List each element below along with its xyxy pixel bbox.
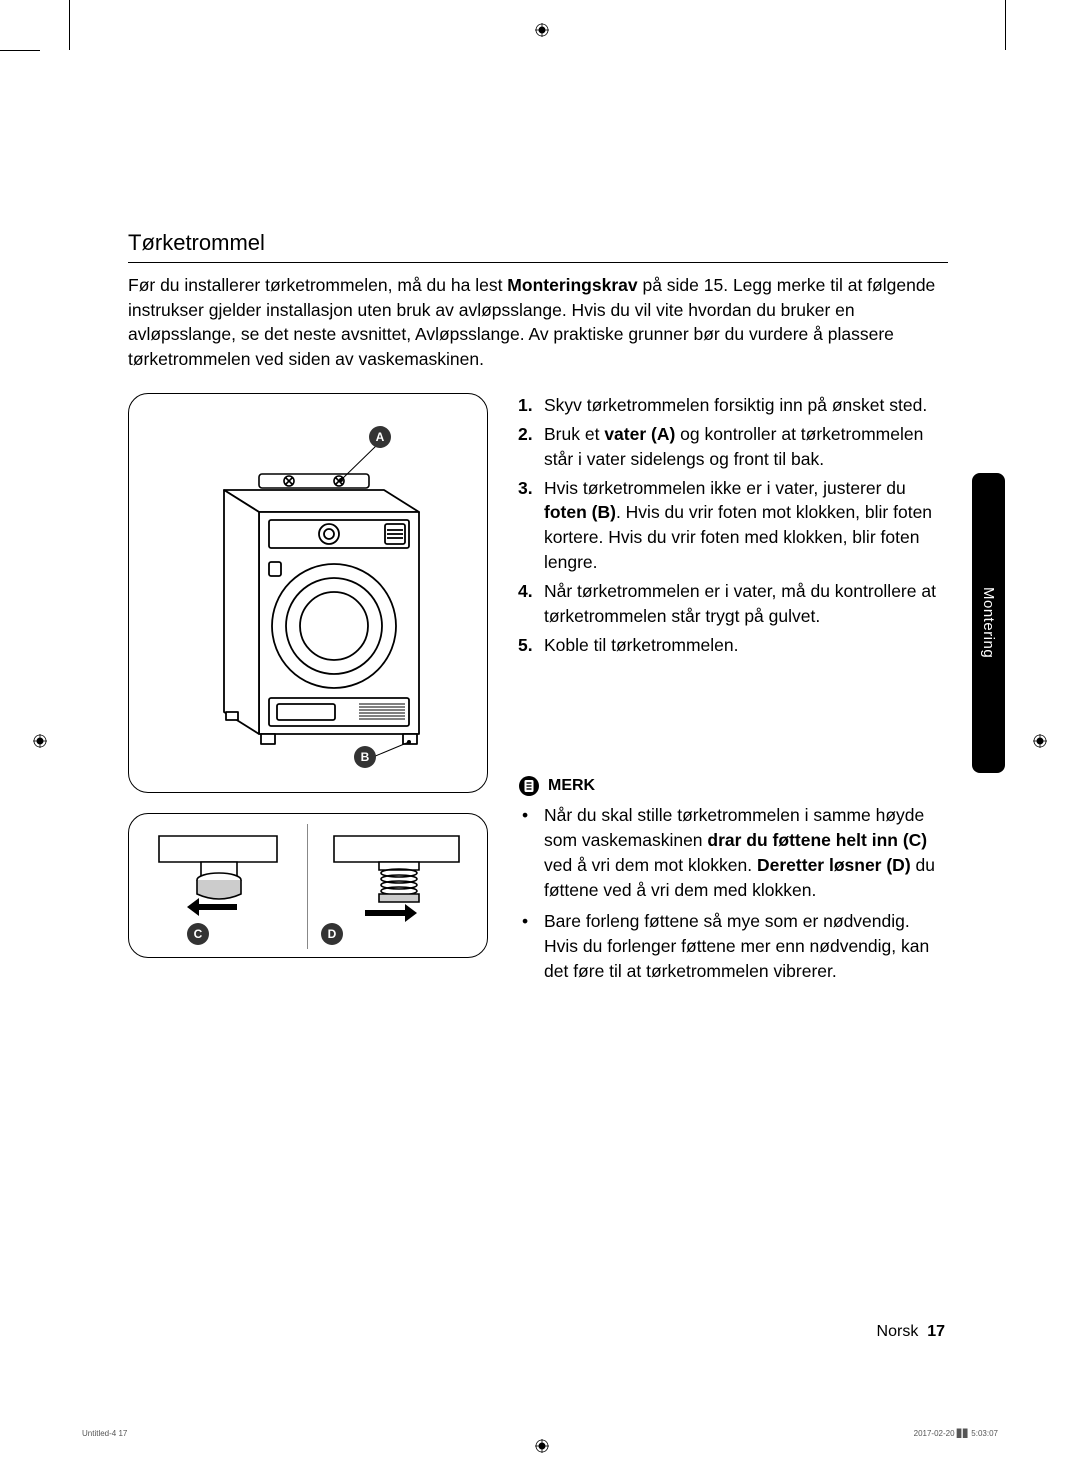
figure-column: A B xyxy=(128,393,488,989)
registration-mark-icon xyxy=(1033,734,1047,748)
section-tab-label: Montering xyxy=(980,587,997,658)
note-item: Når du skal stille tørketrommelen i samm… xyxy=(518,803,948,902)
callout-a: A xyxy=(369,426,391,448)
callout-b: B xyxy=(354,746,376,768)
section-title: Tørketrommel xyxy=(128,230,948,263)
steps-list: Skyv tørketrommelen forsiktig inn på øns… xyxy=(518,393,948,657)
section-tab: Montering xyxy=(972,473,1005,773)
note-icon xyxy=(518,775,540,797)
registration-mark-icon xyxy=(535,23,549,37)
intro-paragraph: Før du installerer tørketrommelen, må du… xyxy=(128,273,948,371)
feet-illustration xyxy=(129,814,489,959)
trim-mark xyxy=(1005,0,1006,50)
figure-feet: C D xyxy=(128,813,488,958)
note-block: MERK Når du skal stille tørketrommelen i… xyxy=(518,775,948,983)
step-item: Koble til tørketrommelen. xyxy=(518,633,948,658)
figure-divider xyxy=(307,824,308,949)
figure-dryer: A B xyxy=(128,393,488,793)
callout-c: C xyxy=(187,923,209,945)
trim-mark xyxy=(69,0,70,50)
two-column-layout: A B xyxy=(128,393,948,989)
step-item: Bruk et vater (A) og kontroller at tørke… xyxy=(518,422,948,472)
trim-mark xyxy=(0,50,40,51)
notes-list: Når du skal stille tørketrommelen i samm… xyxy=(518,803,948,983)
text-column: Skyv tørketrommelen forsiktig inn på øns… xyxy=(518,393,948,989)
footer-meta-left: Untitled-4 17 xyxy=(82,1429,127,1438)
footer-meta-right: 2017-02-20 ▊▊ 5:03:07 xyxy=(914,1429,998,1438)
registration-mark-icon xyxy=(535,1439,549,1453)
note-item: Bare forleng føttene så mye som er nødve… xyxy=(518,909,948,984)
step-item: Hvis tørketrommelen ikke er i vater, jus… xyxy=(518,476,948,575)
page-content: Tørketrommel Før du installerer tørketro… xyxy=(128,230,948,989)
note-header: MERK xyxy=(518,775,948,797)
step-item: Når tørketrommelen er i vater, må du kon… xyxy=(518,579,948,629)
dryer-illustration xyxy=(129,394,489,794)
step-item: Skyv tørketrommelen forsiktig inn på øns… xyxy=(518,393,948,418)
registration-mark-icon xyxy=(33,734,47,748)
footer-language: Norsk 17 xyxy=(877,1323,945,1341)
note-label: MERK xyxy=(548,777,595,795)
callout-d: D xyxy=(321,923,343,945)
